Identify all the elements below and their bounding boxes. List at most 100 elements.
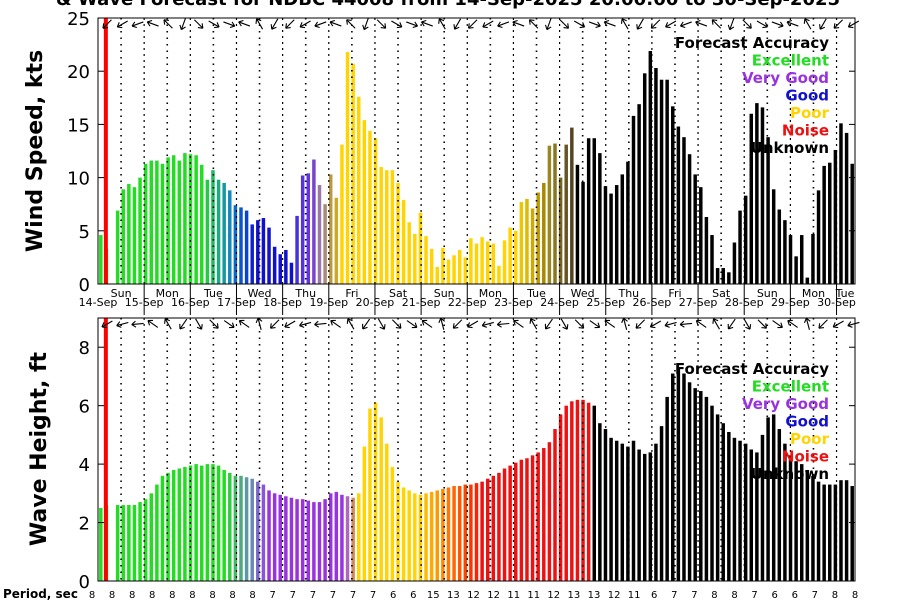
bar-1-41: [328, 493, 333, 581]
direction-arrow-0-41: [727, 18, 735, 31]
direction-arrow-1-43: [757, 319, 767, 329]
bar-0-7: [138, 177, 142, 284]
bar-1-58: [424, 493, 428, 581]
direction-arrow-1-16: [346, 318, 355, 330]
bar-0-117: [755, 103, 759, 285]
bar-1-68: [480, 481, 484, 581]
day-label-9: Tue: [526, 287, 546, 300]
bar-1-102: [671, 373, 675, 581]
direction-arrow-0-25: [482, 20, 494, 29]
bar-0-130: [828, 162, 832, 284]
day-label-12: Fri: [668, 287, 681, 300]
bar-1-127: [811, 475, 815, 581]
bar-0-102: [671, 106, 675, 284]
bar-1-63: [452, 486, 456, 581]
bar-1-77: [530, 455, 535, 581]
bar-1-101: [665, 396, 669, 581]
direction-arrow-1-36: [649, 320, 662, 329]
bar-1-66: [469, 484, 473, 581]
bar-0-61: [441, 247, 445, 284]
bar-0-111: [721, 268, 725, 284]
legend-item-0-0: Excellent: [752, 52, 829, 70]
direction-arrow-1-20: [406, 320, 418, 329]
legend-item-1-4: Noise: [782, 448, 829, 466]
bar-1-76: [525, 458, 529, 581]
bar-0-62: [446, 259, 451, 284]
bar-0-38: [312, 159, 316, 284]
direction-arrow-0-10: [255, 18, 264, 30]
bar-1-23: [228, 472, 232, 581]
period-value-21: 11: [507, 590, 520, 600]
bar-0-128: [816, 190, 821, 284]
bar-0-112: [727, 272, 731, 284]
bar-0-82: [558, 177, 563, 284]
direction-arrow-1-6: [195, 318, 203, 330]
bar-0-31: [272, 246, 277, 284]
bar-0-63: [452, 255, 456, 284]
legend-title-0: Forecast Accuracy: [675, 34, 829, 52]
bar-1-5: [127, 505, 131, 581]
bar-0-110: [715, 268, 720, 284]
bar-1-15: [183, 467, 187, 581]
bar-1-107: [699, 391, 703, 581]
bar-1-112: [727, 431, 731, 581]
legend-item-1-1: Very Good: [742, 395, 829, 413]
bar-1-29: [261, 484, 266, 581]
bar-1-129: [822, 484, 826, 581]
bar-0-89: [598, 153, 602, 284]
bar-0-79: [542, 182, 546, 284]
bar-1-108: [704, 396, 709, 581]
direction-arrow-1-42: [743, 318, 752, 330]
wave-y-axis-label: Wave Height, ft: [27, 351, 52, 546]
bar-0-126: [805, 277, 810, 284]
wind-y-axis: 0 5 10 15 20 25: [67, 9, 855, 296]
bar-0-93: [620, 174, 625, 284]
bar-0-84: [570, 127, 574, 284]
bar-0-116: [749, 113, 753, 284]
bar-1-65: [463, 484, 468, 581]
bar-0-98: [648, 50, 653, 285]
direction-arrow-1-5: [179, 318, 188, 330]
day-label-5: Fri: [345, 287, 358, 300]
bar-0-109: [710, 235, 714, 284]
bar-0-52: [390, 170, 395, 284]
bar-0-70: [491, 243, 496, 284]
bar-0-6: [132, 187, 137, 284]
day-label-1: Mon: [156, 287, 179, 300]
bar-1-117: [755, 452, 759, 581]
period-value-24: 13: [568, 590, 581, 600]
direction-arrow-0-39: [695, 19, 708, 27]
bar-0-87: [586, 138, 591, 284]
bar-1-113: [732, 437, 737, 581]
bar-1-111: [721, 423, 725, 581]
day-label-2: Tue: [203, 287, 223, 300]
bar-0-22: [222, 182, 226, 284]
direction-arrow-1-22: [438, 317, 446, 330]
bar-1-26: [244, 477, 249, 581]
bar-0-68: [480, 237, 484, 284]
direction-arrow-1-1: [116, 321, 129, 328]
period-value-19: 12: [467, 590, 480, 600]
bar-1-59: [429, 491, 434, 581]
wave-bars: [99, 367, 854, 581]
wind-plot-frame: [97, 17, 856, 285]
bar-1-49: [373, 402, 378, 581]
period-value-15: 6: [390, 590, 396, 600]
bar-1-54: [401, 487, 406, 581]
bar-0-88: [592, 138, 596, 284]
bar-1-88: [592, 405, 596, 581]
bar-1-121: [777, 429, 782, 581]
bar-1-100: [659, 426, 664, 581]
direction-arrow-0-8: [223, 21, 236, 29]
direction-arrow-0-18: [376, 19, 387, 29]
legend-item-1-2: Good: [785, 413, 829, 431]
date-label-0: 14-Sep: [79, 296, 118, 309]
period-value-3: 8: [149, 590, 155, 600]
bar-1-79: [542, 448, 546, 581]
legend-item-0-3: Poor: [790, 104, 830, 122]
bar-0-5: [127, 183, 131, 284]
date-labels: 14-Sep 15-Sep 16-Sep 17-Sep 18-Sep 19-Sep 20-S…: [79, 284, 856, 315]
bar-1-94: [626, 446, 630, 581]
bar-1-43: [340, 494, 344, 581]
